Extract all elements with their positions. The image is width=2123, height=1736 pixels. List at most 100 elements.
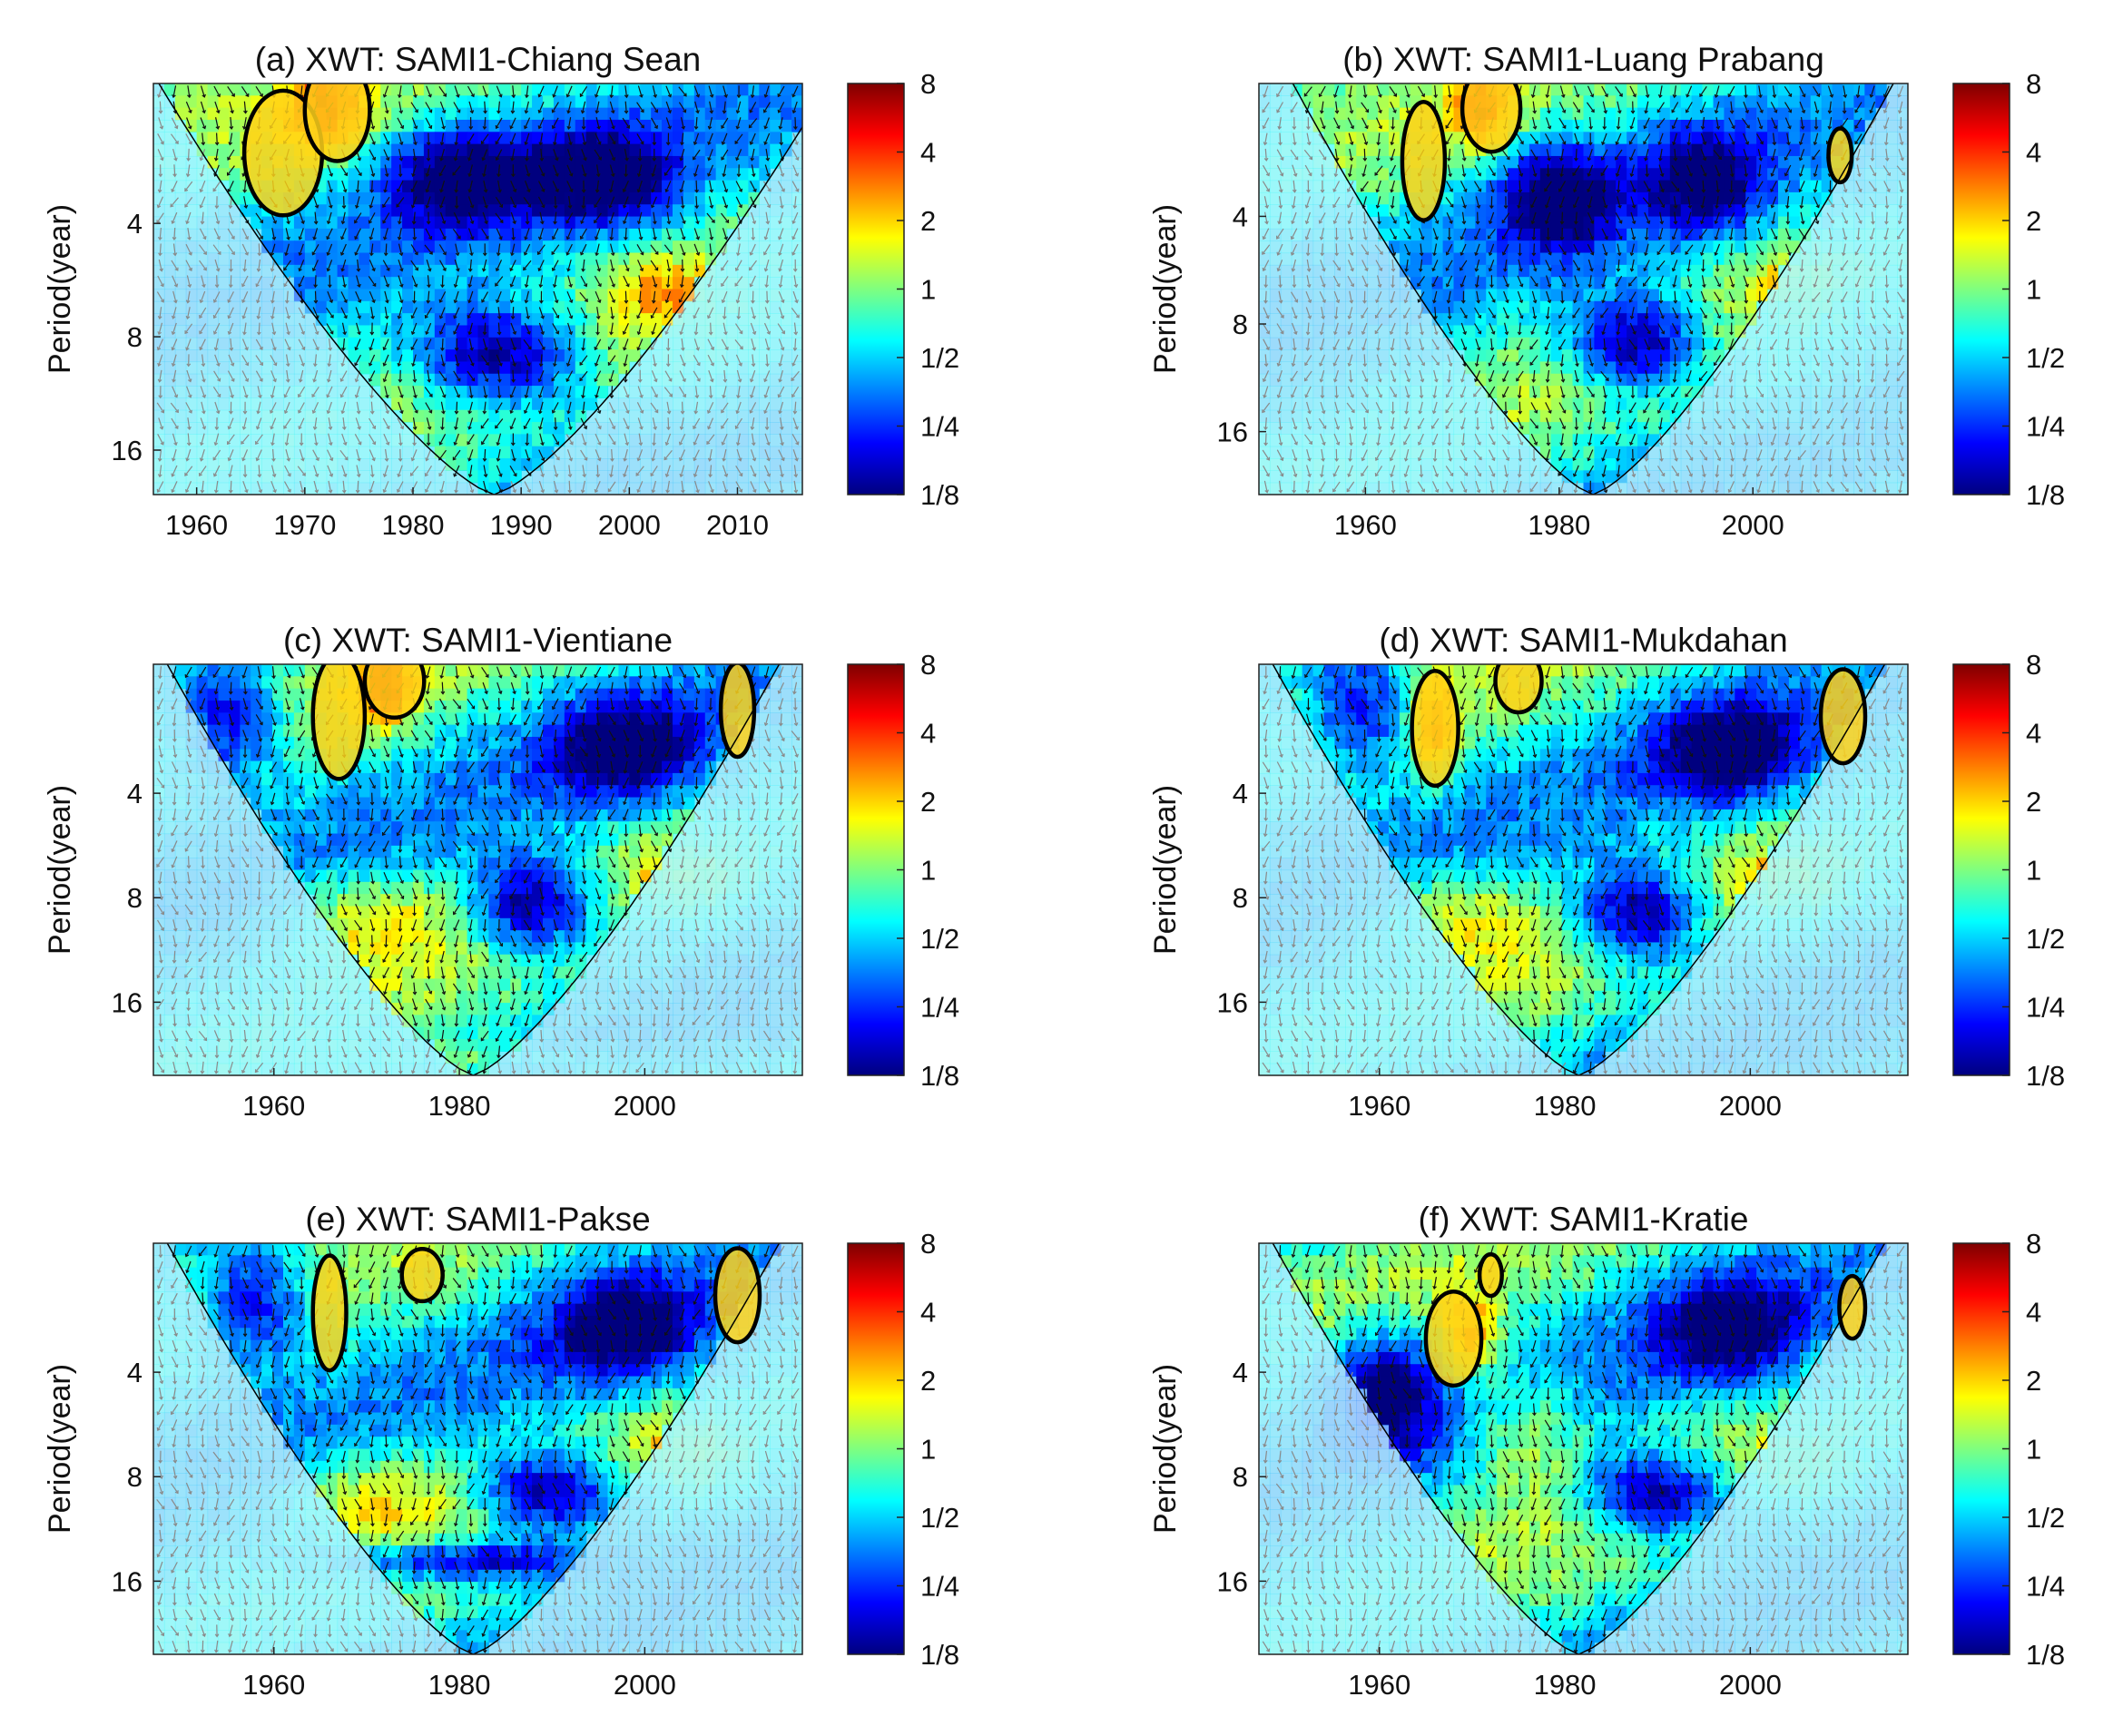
- colorbar-tick-label: 1/2: [920, 1502, 959, 1534]
- y-axis-label: Period(year): [1148, 785, 1183, 955]
- significant-region-3: [721, 664, 754, 757]
- cone-of-influence: [158, 83, 802, 495]
- x-tick-label: 1980: [428, 1090, 491, 1122]
- y-tick-label: 4: [127, 778, 143, 809]
- y-tick-label: 8: [1233, 882, 1248, 914]
- colorbar-tick-label: 1/8: [2026, 479, 2065, 511]
- y-tick-label: 4: [1233, 778, 1248, 809]
- y-tick-label: 4: [1233, 201, 1248, 232]
- colorbar-tick-label: 1/4: [2026, 1571, 2065, 1603]
- panel-title: (a) XWT: SAMI1-Chiang Sean: [255, 41, 701, 78]
- colorbar-gradient: [847, 663, 905, 1076]
- colorbar-tick-label: 1: [2026, 1434, 2041, 1466]
- significant-region-1: [1401, 102, 1445, 221]
- x-tick-label: 1960: [1348, 1669, 1410, 1701]
- axes-frame: [152, 83, 803, 495]
- colorbar-tick-label: 1: [920, 1434, 936, 1466]
- significance-contours: [241, 83, 372, 218]
- x-tick-label: 1960: [1348, 1090, 1410, 1122]
- colorbar: 8 4 2 1 1/2 1/4 1/8: [847, 649, 959, 1092]
- y-axis-label: Period(year): [43, 785, 77, 955]
- panel-title: (f) XWT: SAMI1-Kratie: [1419, 1201, 1749, 1238]
- x-tick-label: 1980: [428, 1669, 491, 1701]
- colorbar-gradient: [1952, 663, 2010, 1076]
- contour-line-2: [302, 83, 372, 163]
- colorbar-tick-label: 8: [920, 68, 936, 100]
- cone-of-influence: [1272, 664, 1886, 1075]
- y-axis-label: Period(year): [1148, 204, 1183, 374]
- x-tick-label: 1980: [1528, 509, 1590, 541]
- panel-title: (b) XWT: SAMI1-Luang Prabang: [1342, 41, 1824, 78]
- x-tick-label: 1960: [1334, 509, 1397, 541]
- panel-title: (e) XWT: SAMI1-Pakse: [305, 1201, 650, 1238]
- y-axis-label: Period(year): [43, 1364, 77, 1534]
- colorbar-tick-label: 8: [920, 1228, 936, 1260]
- significant-region-2: [1462, 83, 1521, 152]
- y-tick-label: 4: [1233, 1357, 1248, 1388]
- panel-b: (b) XWT: SAMI1-Luang Prabang Period(year)…: [1148, 41, 2065, 541]
- colorbar-gradient: [847, 1242, 905, 1655]
- cone-of-influence: [166, 664, 781, 1075]
- colorbar-tick-label: 2: [920, 786, 936, 818]
- x-tick-label: 1980: [1534, 1669, 1597, 1701]
- colorbar-tick-label: 8: [2026, 649, 2041, 681]
- colorbar-tick-label: 1: [2026, 274, 2041, 306]
- y-tick-label: 8: [127, 1461, 143, 1493]
- colorbar: 8 4 2 1 1/2 1/4 1/8: [1952, 649, 2065, 1092]
- significant-region-2: [304, 83, 370, 162]
- axes-frame: [1258, 1242, 1909, 1655]
- y-tick-label: 16: [1217, 1565, 1248, 1597]
- colorbar-tick-label: 1/2: [2026, 342, 2065, 374]
- x-tick-label: 1960: [242, 1669, 305, 1701]
- colorbar-tick-label: 8: [920, 649, 936, 681]
- panels-root: (a) XWT: SAMI1-Chiang Sean Period(year) 4 8…: [43, 41, 2065, 1701]
- significant-region-2: [1479, 1254, 1502, 1297]
- x-tick-label: 1960: [242, 1090, 305, 1122]
- power-field: [153, 1243, 802, 1654]
- y-tick-label: 8: [1233, 309, 1248, 340]
- axes-frame: [1258, 83, 1909, 495]
- x-tick-label: 2000: [598, 509, 661, 541]
- x-tick-label: 2000: [1719, 1669, 1782, 1701]
- colorbar-tick-label: 4: [920, 1297, 936, 1329]
- colorbar-tick-label: 1/8: [2026, 1639, 2065, 1671]
- significant-region-3: [1839, 1276, 1865, 1339]
- phase-arrows: [156, 1245, 800, 1653]
- colorbar-tick-label: 4: [920, 718, 936, 750]
- y-tick-label: 8: [1233, 1461, 1248, 1493]
- power-field: [153, 664, 802, 1075]
- colorbar-tick-label: 1/2: [2026, 923, 2065, 955]
- contour-line-2: [399, 1247, 445, 1304]
- significant-region-2: [401, 1249, 443, 1301]
- y-tick-label: 16: [1217, 417, 1248, 448]
- colorbar-tick-label: 2: [2026, 1365, 2041, 1397]
- colorbar-tick-label: 1/4: [920, 1571, 959, 1603]
- colorbar-tick-label: 1/4: [920, 411, 959, 443]
- colorbar-tick-label: 1: [920, 274, 936, 306]
- axes-frame: [152, 1242, 803, 1655]
- colorbar-tick-label: 2: [920, 1365, 936, 1397]
- y-axis-label: Period(year): [1148, 1364, 1183, 1534]
- significant-region-1: [244, 90, 322, 216]
- colorbar-tick-label: 2: [2026, 786, 2041, 818]
- y-tick-label: 4: [127, 1357, 143, 1388]
- phase-arrows: [1262, 666, 1905, 1074]
- panel-title: (c) XWT: SAMI1-Vientiane: [283, 622, 673, 659]
- y-tick-label: 4: [127, 208, 143, 240]
- significant-region-1: [1411, 671, 1459, 786]
- significant-region-3: [715, 1248, 760, 1343]
- colorbar-tick-label: 1/8: [920, 1060, 959, 1092]
- colorbar-gradient: [1952, 1242, 2010, 1655]
- y-tick-label: 8: [127, 321, 143, 353]
- colorbar-tick-label: 1/2: [920, 923, 959, 955]
- colorbar-tick-label: 1: [2026, 855, 2041, 887]
- colorbar: 8 4 2 1 1/2 1/4 1/8: [1952, 1228, 2065, 1671]
- x-tick-label: 2000: [614, 1090, 676, 1122]
- colorbar: 8 4 2 1 1/2 1/4 1/8: [847, 1228, 959, 1671]
- contour-line-3: [1837, 1273, 1868, 1341]
- panel-e: (e) XWT: SAMI1-Pakse Period(year) 4 8 16 1960…: [43, 1201, 959, 1701]
- panel-d: (d) XWT: SAMI1-Mukdahan Period(year) 4 8 16 1…: [1148, 622, 2065, 1122]
- contour-line-1: [310, 664, 368, 781]
